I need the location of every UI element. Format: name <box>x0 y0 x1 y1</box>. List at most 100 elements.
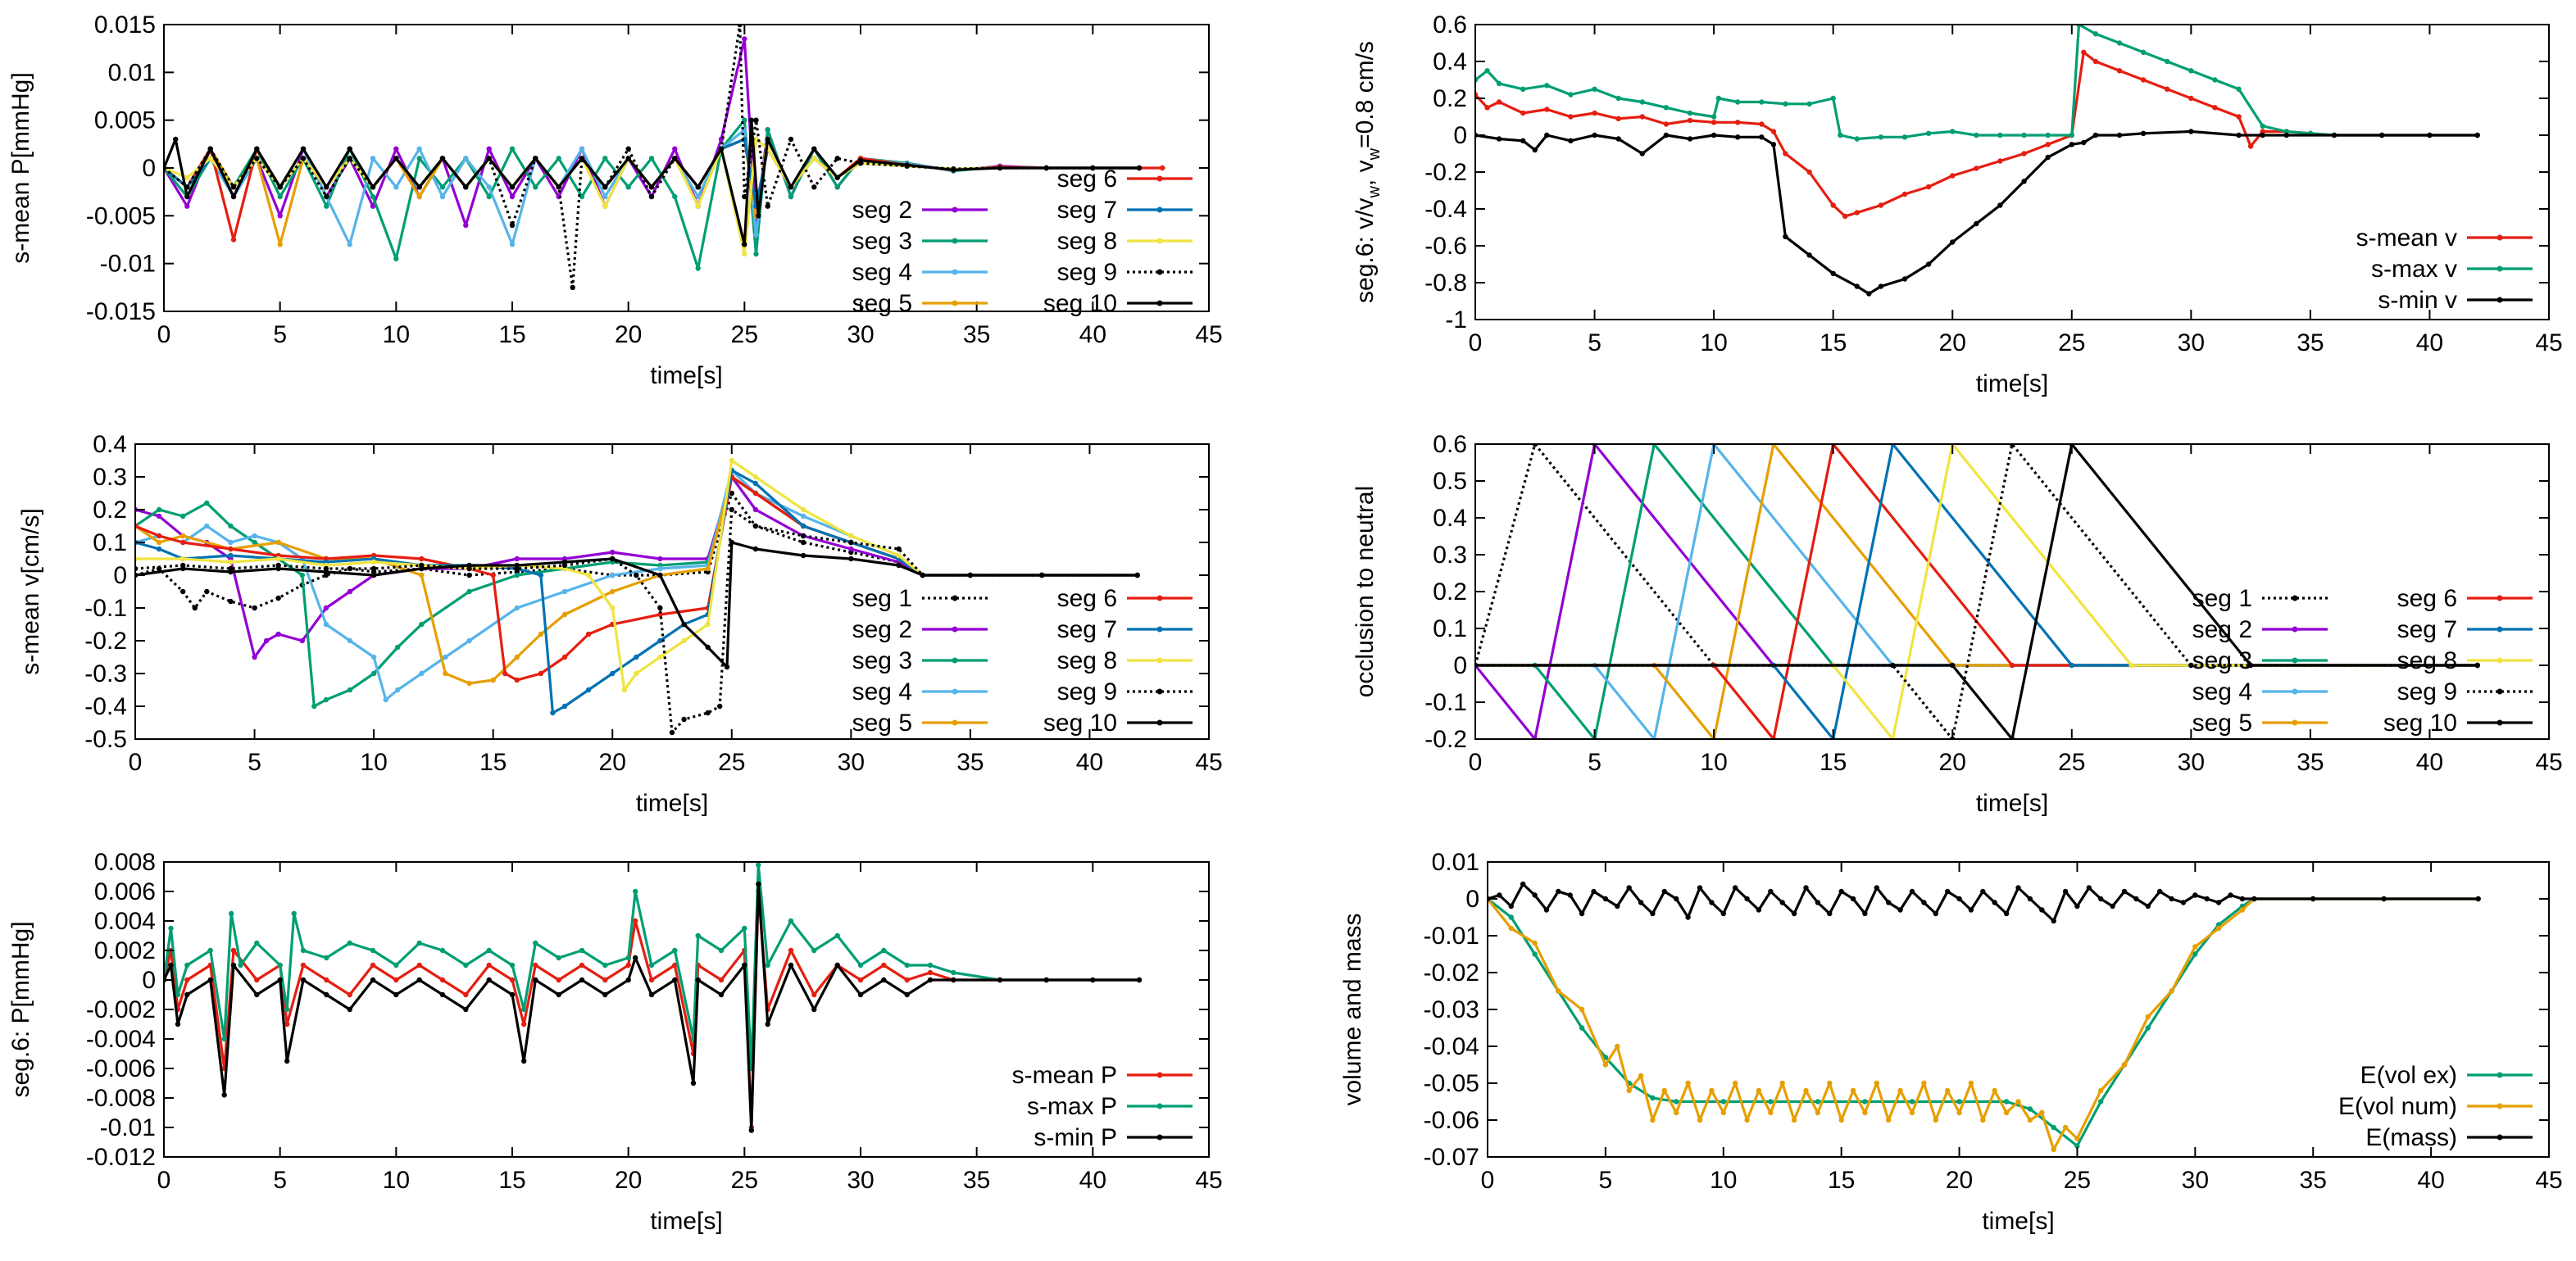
x-tick-label: 20 <box>615 1167 642 1194</box>
data-point <box>393 977 399 983</box>
data-point <box>834 156 840 161</box>
data-point <box>2260 123 2265 129</box>
legend-marker <box>952 206 958 213</box>
data-point <box>1615 1043 1620 1050</box>
data-point <box>1815 1099 1821 1105</box>
x-tick-label: 45 <box>1195 321 1222 348</box>
data-point <box>1090 165 1096 171</box>
data-point <box>1921 900 1927 905</box>
x-tick-label: 10 <box>1710 1167 1737 1194</box>
data-point <box>2116 40 2123 46</box>
data-point <box>443 670 448 677</box>
data-point <box>347 687 353 693</box>
data-point <box>2474 132 2480 138</box>
data-point <box>230 184 237 190</box>
data-point <box>788 136 794 143</box>
data-point <box>2051 918 2056 924</box>
data-point <box>648 184 655 190</box>
data-point <box>252 654 257 660</box>
data-point <box>1862 1099 1868 1105</box>
data-point <box>466 637 472 644</box>
data-point <box>1744 1117 1750 1123</box>
data-point <box>633 918 638 924</box>
data-point <box>1974 132 1979 138</box>
legend-marker <box>1156 175 1163 182</box>
data-point <box>439 156 446 161</box>
y-tick-label: 0.5 <box>1433 468 1467 495</box>
data-point <box>657 637 663 644</box>
data-point <box>370 156 376 161</box>
data-point <box>1759 121 1765 127</box>
data-point <box>533 977 538 983</box>
data-point <box>2283 132 2289 138</box>
data-point <box>439 977 446 983</box>
data-point <box>439 184 446 190</box>
data-point <box>486 184 492 190</box>
data-point <box>1711 114 1717 120</box>
data-point <box>419 621 425 628</box>
x-axis-label: time[s] <box>650 362 722 389</box>
data-point <box>184 991 190 998</box>
data-point <box>1638 1073 1644 1079</box>
data-point <box>1543 907 1550 913</box>
data-point <box>951 167 956 173</box>
x-tick-label: 40 <box>2417 1167 2444 1194</box>
data-point <box>324 955 329 961</box>
data-point <box>1663 132 1670 138</box>
data-point <box>2027 1106 2033 1112</box>
legend-marker <box>2292 719 2298 726</box>
data-point <box>648 193 655 200</box>
y-tick-label: -0.02 <box>1424 959 1479 987</box>
data-point <box>756 862 761 868</box>
data-point <box>1626 885 1632 891</box>
data-point <box>2133 896 2139 902</box>
data-point <box>1850 896 1856 902</box>
data-point <box>1735 134 1741 140</box>
y-tick-label: 0 <box>1465 886 1479 913</box>
data-point <box>275 631 281 637</box>
data-point <box>672 947 678 954</box>
series-line-seg-10 <box>1475 444 2478 739</box>
x-tick-label: 35 <box>963 1167 990 1194</box>
data-point <box>742 962 747 968</box>
data-point <box>561 654 568 660</box>
x-tick-label: 30 <box>847 321 874 348</box>
legend-marker <box>952 626 958 633</box>
data-point <box>2247 662 2254 669</box>
data-point <box>695 193 701 200</box>
data-point <box>2381 896 2387 902</box>
data-point <box>1532 940 1538 946</box>
data-point <box>252 539 257 546</box>
x-tick-label: 45 <box>2535 1167 2562 1194</box>
data-point <box>848 533 854 539</box>
data-point <box>419 670 425 677</box>
data-point <box>729 457 734 464</box>
data-point <box>204 523 210 529</box>
legend-marker <box>952 688 958 695</box>
data-point <box>672 977 678 983</box>
data-point <box>180 533 186 539</box>
legend-marker <box>952 238 958 244</box>
data-point <box>1735 99 1741 105</box>
x-tick-label: 0 <box>157 321 171 348</box>
data-point <box>509 184 516 190</box>
data-point <box>2247 143 2254 149</box>
data-point <box>1568 138 1574 143</box>
data-point <box>610 556 616 562</box>
data-point <box>2009 662 2015 669</box>
x-tick-label: 20 <box>615 321 642 348</box>
legend-label-seg-5: seg 5 <box>2192 710 2252 737</box>
data-point <box>490 572 496 578</box>
y-tick-label: -0.012 <box>86 1144 156 1171</box>
data-point <box>175 1021 181 1027</box>
data-point <box>2310 896 2316 902</box>
legend-marker <box>2496 595 2503 601</box>
legend-label-seg-8: seg 8 <box>1057 228 1117 255</box>
data-point <box>509 242 516 247</box>
data-point <box>648 991 655 998</box>
data-point <box>1039 572 1045 578</box>
x-tick-label: 10 <box>1700 749 1727 776</box>
data-point <box>466 588 472 595</box>
data-point <box>1791 910 1797 917</box>
data-point <box>1544 107 1550 112</box>
